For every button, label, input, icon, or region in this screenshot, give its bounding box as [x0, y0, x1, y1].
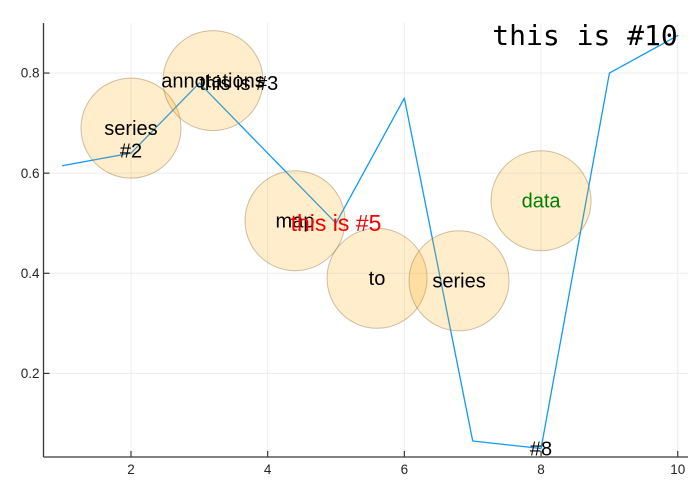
x-tick-label-10: 10	[670, 462, 685, 477]
scatter-point-3	[244, 170, 346, 272]
annotation-8: #8	[530, 438, 552, 460]
annotation-this-is-10: this is #10	[492, 19, 677, 52]
series-annotation-2-annotations: annotations	[161, 70, 264, 92]
x-tick-label-6: 6	[401, 462, 409, 477]
y-tick-label-0.2: 0.2	[21, 366, 40, 381]
series-annotation-3-map: map	[276, 211, 315, 233]
series-annotation-5-series: series	[432, 271, 485, 293]
scatter-point-2	[162, 30, 264, 132]
y-tick-label-0.6: 0.6	[21, 166, 40, 181]
scatter-point-4	[326, 227, 428, 329]
x-tick-label-8: 8	[537, 462, 545, 477]
series-annotation-1-series: series	[104, 118, 157, 140]
scatter-point-1	[80, 77, 182, 179]
annotation-2: #2	[120, 141, 142, 163]
x-tick-label-2: 2	[127, 462, 135, 477]
annotation-this-is-5: this is #5	[291, 210, 382, 236]
y-tick-label-0.4: 0.4	[21, 266, 40, 281]
series-annotation-6-data: data	[522, 191, 562, 213]
annotation-this-is-3: this is #3	[199, 73, 278, 95]
line-series	[61, 34, 679, 450]
y-tick-label-0.8: 0.8	[21, 66, 40, 81]
series-annotation-4-to: to	[369, 268, 386, 290]
scatter-point-5	[408, 230, 510, 332]
x-tick-label-4: 4	[264, 462, 272, 477]
scatter-point-6	[490, 150, 592, 252]
